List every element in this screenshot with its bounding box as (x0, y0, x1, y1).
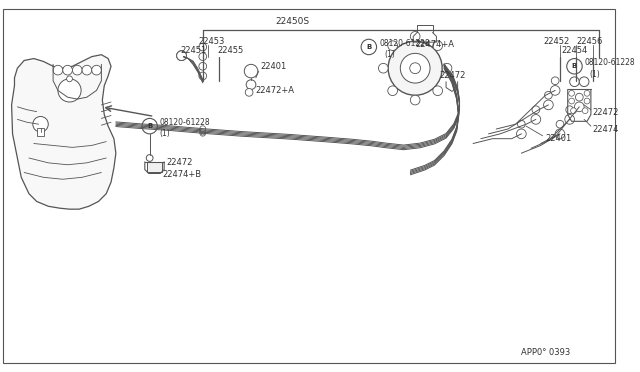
Text: 22453: 22453 (198, 37, 224, 46)
Circle shape (58, 79, 81, 102)
Text: 22454: 22454 (561, 46, 588, 55)
Circle shape (565, 115, 575, 124)
Text: B: B (366, 44, 371, 50)
Text: (1): (1) (159, 129, 170, 138)
Circle shape (63, 65, 72, 75)
Circle shape (555, 129, 565, 139)
Circle shape (571, 108, 577, 113)
Text: 08120-61228: 08120-61228 (159, 118, 210, 127)
Circle shape (200, 126, 205, 132)
Text: 22455: 22455 (217, 46, 243, 55)
Circle shape (531, 115, 541, 124)
Circle shape (82, 65, 92, 75)
Circle shape (518, 121, 525, 128)
Circle shape (579, 77, 589, 87)
Text: 22450S: 22450S (275, 17, 309, 26)
Text: APP0° 0393: APP0° 0393 (522, 347, 571, 357)
Circle shape (200, 131, 205, 136)
Circle shape (200, 127, 205, 133)
Circle shape (433, 41, 442, 51)
Circle shape (532, 106, 540, 113)
Circle shape (567, 58, 582, 74)
Circle shape (199, 62, 207, 70)
Circle shape (433, 86, 442, 96)
Circle shape (550, 86, 560, 95)
Text: 22472: 22472 (593, 108, 619, 117)
Circle shape (245, 89, 253, 96)
Circle shape (516, 129, 526, 139)
Circle shape (199, 72, 207, 80)
Circle shape (400, 53, 430, 83)
Text: 22472: 22472 (166, 158, 193, 167)
Circle shape (177, 51, 186, 61)
Circle shape (566, 106, 573, 113)
Circle shape (53, 65, 63, 75)
Circle shape (147, 155, 153, 161)
Circle shape (570, 77, 579, 87)
Circle shape (569, 98, 575, 104)
Circle shape (551, 77, 559, 84)
Text: 22474+B: 22474+B (162, 170, 202, 179)
Text: 22472: 22472 (439, 71, 466, 80)
Text: 08120-61228: 08120-61228 (584, 58, 635, 67)
Bar (147, 162, 162, 171)
Circle shape (410, 63, 420, 74)
Circle shape (575, 102, 584, 112)
Text: 22456: 22456 (577, 37, 603, 46)
Circle shape (199, 43, 207, 51)
Circle shape (442, 63, 452, 73)
Circle shape (378, 63, 388, 73)
Text: B: B (572, 63, 577, 69)
Circle shape (200, 129, 205, 135)
Circle shape (575, 93, 583, 101)
Text: 08120-61228: 08120-61228 (380, 39, 430, 48)
Circle shape (72, 65, 82, 75)
Circle shape (244, 64, 258, 78)
Circle shape (543, 100, 553, 110)
Circle shape (199, 53, 207, 61)
Polygon shape (12, 55, 116, 209)
Circle shape (388, 41, 442, 95)
Circle shape (388, 86, 397, 96)
Circle shape (200, 128, 205, 134)
Circle shape (569, 90, 575, 96)
Circle shape (177, 51, 186, 61)
Circle shape (556, 121, 564, 128)
Circle shape (545, 92, 552, 99)
Text: (1): (1) (384, 50, 395, 59)
Text: 22472+A: 22472+A (256, 86, 295, 95)
Circle shape (177, 51, 186, 61)
Text: 22451: 22451 (180, 46, 207, 55)
Circle shape (92, 65, 101, 75)
Circle shape (410, 95, 420, 105)
Text: 22401: 22401 (260, 62, 287, 71)
Circle shape (67, 76, 72, 82)
Text: 22474: 22474 (593, 125, 619, 134)
Text: 22474+A: 22474+A (415, 39, 454, 49)
Text: B: B (147, 123, 152, 129)
Text: 22452: 22452 (543, 37, 570, 46)
Circle shape (388, 41, 397, 51)
Circle shape (410, 32, 420, 41)
Text: 22401: 22401 (545, 134, 572, 143)
Circle shape (361, 39, 376, 55)
Circle shape (584, 98, 590, 104)
Circle shape (33, 116, 48, 132)
Circle shape (584, 90, 590, 96)
Circle shape (582, 108, 588, 113)
Text: (1): (1) (589, 70, 600, 78)
Circle shape (177, 51, 186, 61)
Bar (36, 128, 44, 136)
Circle shape (246, 80, 256, 89)
Circle shape (142, 118, 157, 134)
